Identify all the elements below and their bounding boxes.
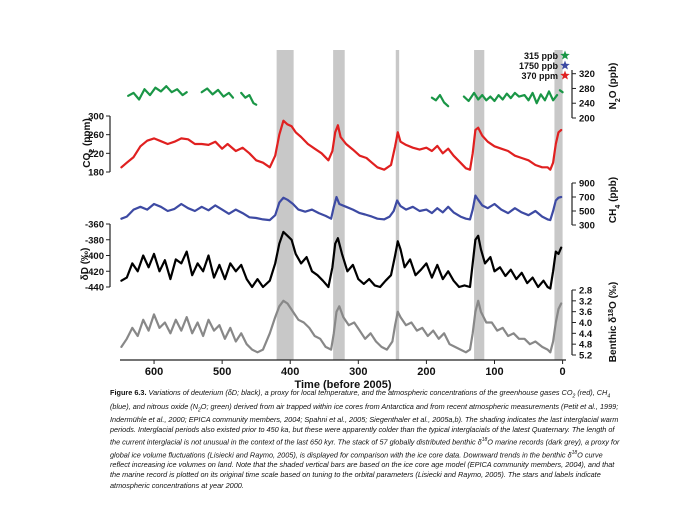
series-line-benthic xyxy=(120,299,563,354)
shaded-interglacial-bar xyxy=(395,50,400,360)
n2o-axis-title: N2O (ppb) xyxy=(608,63,622,110)
series-line-n2o xyxy=(240,91,258,106)
x-tick-label: 600 xyxy=(145,366,163,378)
benthic-tick-label: 4.8 xyxy=(579,340,592,351)
co2-axis-title: CO2 (ppm) xyxy=(82,118,96,167)
figure-label: Figure 6.3. xyxy=(110,388,147,397)
benthic-tick-label: 4.4 xyxy=(579,329,593,340)
ch4-tick-label: 300 xyxy=(579,221,595,232)
x-tick-label: 0 xyxy=(560,366,566,378)
co2-tick-label: 180 xyxy=(88,168,104,179)
co2-tick-label: 300 xyxy=(88,112,104,123)
ch4-tick-label: 500 xyxy=(579,207,595,218)
n2o-tick-label: 280 xyxy=(579,84,595,95)
series-line-dD xyxy=(120,230,563,290)
caption-sub: 2 xyxy=(572,393,576,400)
star-marker xyxy=(560,50,570,60)
ch4-axis-title: CH4 (ppb) xyxy=(608,177,622,223)
n2o-tick-label: 320 xyxy=(579,69,595,80)
x-tick-label: 500 xyxy=(213,366,231,378)
dD-tick-label: -400 xyxy=(85,251,104,262)
caption-sub: 4 xyxy=(607,393,611,400)
star-marker xyxy=(560,60,570,70)
dD-tick-label: -360 xyxy=(85,220,104,231)
caption-text: O; green) derived from air trapped withi… xyxy=(110,401,619,447)
dD-tick-label: -380 xyxy=(85,235,104,246)
benthic-tick-label: 3.6 xyxy=(579,307,592,318)
co2-tick-label: 260 xyxy=(88,130,104,141)
series-line-n2o xyxy=(462,90,559,105)
caption-text: Variations of deuterium (δD; black), a p… xyxy=(146,388,573,397)
series-line-ch4 xyxy=(120,194,563,222)
star-label: 370 ppm xyxy=(521,71,558,81)
x-tick-label: 200 xyxy=(417,366,435,378)
x-tick-label: 400 xyxy=(281,366,299,378)
n2o-tick-label: 200 xyxy=(579,114,595,125)
chart-plot-area xyxy=(120,85,564,354)
shaded-interglacial-bar xyxy=(474,50,485,360)
ch4-tick-label: 700 xyxy=(579,193,595,204)
benthic-tick-label: 4.0 xyxy=(579,318,592,329)
series-line-co2 xyxy=(120,119,563,171)
series-line-n2o xyxy=(430,94,450,108)
n2o-tick-label: 240 xyxy=(579,99,595,110)
dD-axis-title: δD (‰) xyxy=(80,248,91,281)
benthic-axis-title: Benthic δ18O (‰) xyxy=(608,282,620,363)
ch4-tick-label: 900 xyxy=(579,179,595,190)
co2-tick-label: 220 xyxy=(88,149,104,160)
benthic-tick-label: 2.8 xyxy=(579,286,592,297)
benthic-tick-label: 3.2 xyxy=(579,296,592,307)
series-line-n2o xyxy=(558,89,564,94)
shaded-interglacial-bar xyxy=(554,50,563,360)
x-tick-label: 100 xyxy=(485,366,503,378)
series-line-n2o xyxy=(127,85,188,101)
star-marker xyxy=(560,70,570,80)
dD-tick-label: -420 xyxy=(85,267,104,278)
x-axis-title: Time (before 2005) xyxy=(294,379,391,391)
x-tick-label: 300 xyxy=(349,366,367,378)
series-line-n2o xyxy=(200,87,235,99)
caption-sub: 2 xyxy=(198,407,201,413)
caption-sup: 18 xyxy=(571,449,578,456)
star-label: 1750 ppb xyxy=(519,61,559,71)
caption-sup: 18 xyxy=(481,437,488,444)
caption-text: (blue), and nitrous oxide (N xyxy=(110,401,199,411)
caption-text: O curve reflect increasing ice volumes o… xyxy=(110,450,615,490)
star-label: 315 ppb xyxy=(524,51,559,61)
benthic-tick-label: 5.2 xyxy=(579,351,592,362)
dD-tick-label: -440 xyxy=(85,283,104,294)
caption-text: (red), CH xyxy=(575,388,608,397)
caption-text: O marine records (dark grey), a proxy fo… xyxy=(110,437,620,460)
figure-caption: Figure 6.3. Variations of deuterium (δD;… xyxy=(110,388,620,491)
